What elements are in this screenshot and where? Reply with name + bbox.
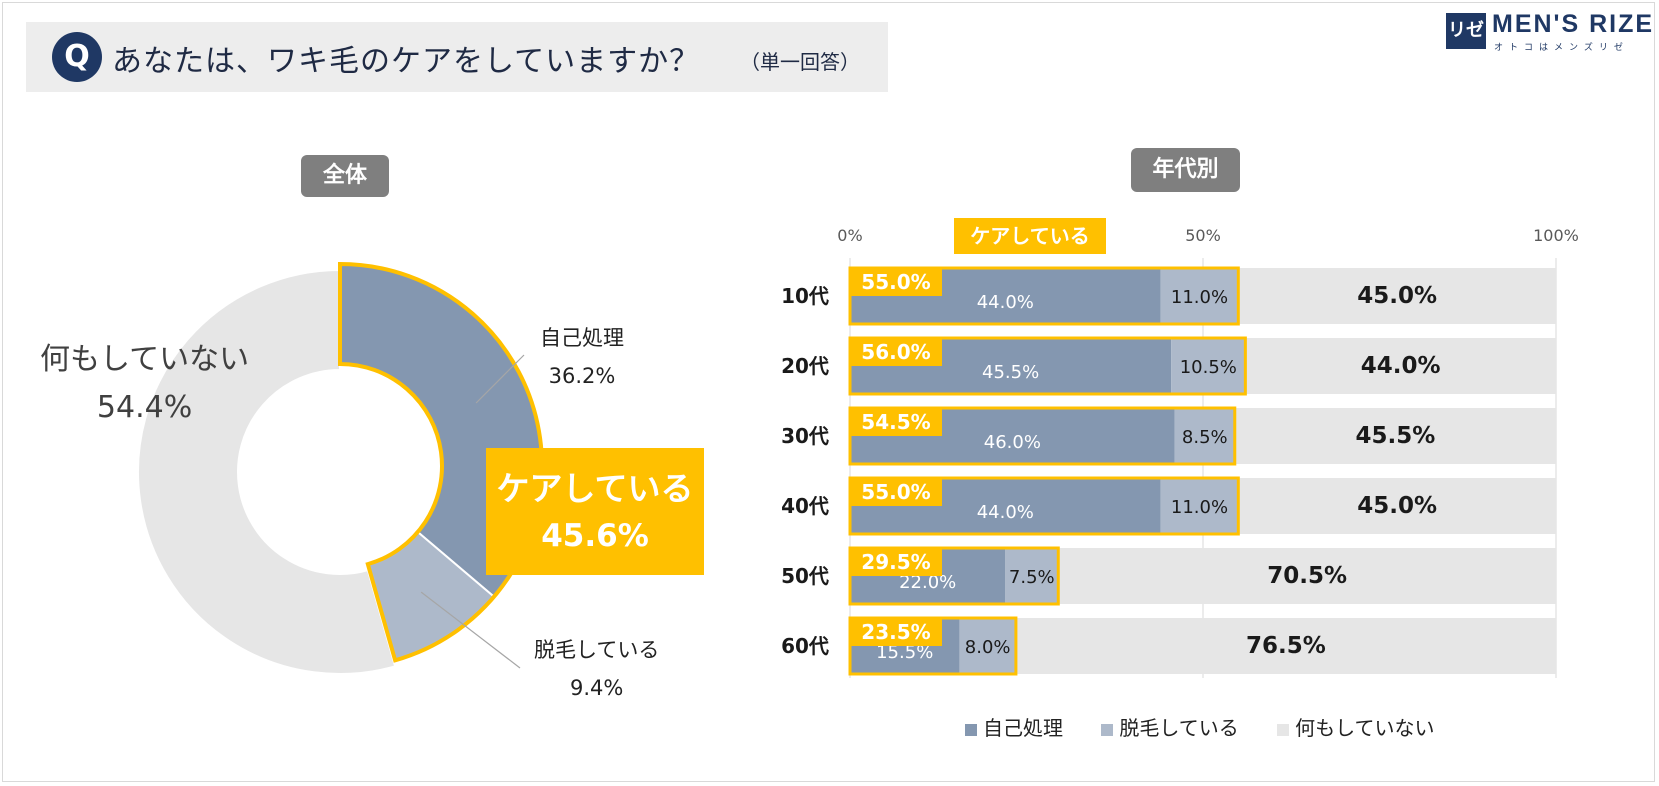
bar-segment-removal-label: 7.5% <box>1009 567 1055 588</box>
bar-segment-self-label: 44.0% <box>977 502 1034 523</box>
bar-segment-nothing <box>1238 268 1556 324</box>
bar-segment-removal <box>1171 338 1246 394</box>
slice-label-removal-value: 9.4% <box>570 676 624 700</box>
legend-label-nothing: 何もしていない <box>1295 716 1435 740</box>
bar-segment-removal-label: 10.5% <box>1180 357 1237 378</box>
overall-heading: 全体 <box>301 155 389 197</box>
slice-label-self-name: 自己処理 <box>540 326 624 350</box>
brand-logo-mark: リゼ <box>1446 13 1486 49</box>
care-total-tag-label: 55.0% <box>861 270 930 294</box>
bar-segment-nothing <box>1245 338 1556 394</box>
legend-item-nothing: 何もしていない <box>1277 712 1435 741</box>
care-total-tag-label: 56.0% <box>861 340 930 364</box>
slice-label-removal: 脱毛している 9.4% <box>534 634 659 700</box>
question-badge: Q <box>52 32 102 82</box>
x-tick-label: 100% <box>1533 226 1579 245</box>
bar-segment-nothing-label: 45.5% <box>1355 423 1435 449</box>
slice-label-nothing-value: 54.4% <box>96 390 193 425</box>
slice-label-self-value: 36.2% <box>548 364 616 388</box>
donut-care-outline <box>338 261 544 663</box>
legend-label-self: 自己処理 <box>983 716 1063 740</box>
legend-item-self: 自己処理 <box>965 712 1063 741</box>
legend-label-removal: 脱毛している <box>1119 716 1239 740</box>
age-heading: 年代別 <box>1131 148 1240 192</box>
bar-segment-nothing-label: 45.0% <box>1357 493 1437 519</box>
legend-swatch-removal <box>1101 723 1114 736</box>
bar-segment-nothing-label: 76.5% <box>1246 633 1326 659</box>
slice-label-nothing: 何もしていない 54.4% <box>40 334 249 425</box>
y-category-label: 60代 <box>781 634 829 658</box>
care-header-label: ケアしている <box>970 224 1089 248</box>
bar-segment-nothing-label: 70.5% <box>1267 563 1347 589</box>
care-total-label: ケアしている <box>496 469 694 508</box>
y-category-label: 10代 <box>781 284 829 308</box>
bar-segment-nothing <box>1234 408 1556 464</box>
care-total-tag <box>850 548 942 576</box>
bar-segment-removal <box>1160 268 1239 324</box>
leader-line-removal <box>420 591 521 669</box>
care-total-value: 45.6% <box>541 518 649 554</box>
bar-segment-self-label: 46.0% <box>984 432 1041 453</box>
care-header-box <box>954 218 1106 254</box>
y-category-label: 30代 <box>781 424 829 448</box>
bar-segment-self-label: 22.0% <box>899 572 956 593</box>
slice-label-self: 自己処理 36.2% <box>540 322 624 388</box>
bar-segment-removal-label: 11.0% <box>1171 287 1228 308</box>
slice-label-nothing-name: 何もしていない <box>40 342 250 377</box>
bar-segment-nothing <box>1058 548 1556 604</box>
care-total-tag <box>850 618 942 646</box>
question-text: あなたは、ワキ毛のケアをしていますか？ <box>112 44 701 79</box>
legend-swatch-self <box>965 723 977 736</box>
care-total-tag-label: 29.5% <box>861 550 930 574</box>
x-tick-label: 50% <box>1185 226 1221 245</box>
bar-segment-self-label: 15.5% <box>876 642 933 663</box>
care-total-tag <box>850 478 942 506</box>
leader-line-self <box>475 354 525 404</box>
bar-segment-removal <box>1160 478 1239 534</box>
bar-segment-self-label: 45.5% <box>982 362 1039 383</box>
bar-legend: 自己処理 脱毛している 何もしていない <box>965 712 1467 741</box>
legend-swatch-nothing <box>1277 723 1290 736</box>
care-total-tag <box>850 408 942 436</box>
care-total-tag-label: 54.5% <box>861 410 930 434</box>
bar-segment-self-label: 44.0% <box>977 292 1034 313</box>
y-category-label: 40代 <box>781 494 829 518</box>
bar-segment-removal-label: 8.5% <box>1182 427 1228 448</box>
y-category-label: 20代 <box>781 354 829 378</box>
bar-segment-removal <box>1174 408 1235 464</box>
bar-segment-removal <box>1005 548 1059 604</box>
bar-segment-nothing-label: 44.0% <box>1361 353 1441 379</box>
care-total-tag <box>850 338 942 366</box>
bar-segment-removal <box>959 618 1016 674</box>
brand-tagline: オトコはメンズリゼ <box>1494 43 1629 53</box>
bar-segment-nothing <box>1238 478 1556 534</box>
bar-segment-removal-label: 11.0% <box>1171 497 1228 518</box>
brand-name: MEN'S RIZE <box>1492 10 1655 38</box>
care-total-tag-label: 55.0% <box>861 480 930 504</box>
question-banner <box>26 22 888 92</box>
care-total-callout: ケアしている 45.6% <box>486 448 704 575</box>
legend-item-removal: 脱毛している <box>1101 712 1239 741</box>
question-note: （単一回答） <box>740 50 860 74</box>
bar-segment-nothing <box>1015 618 1556 674</box>
care-total-tag-label: 23.5% <box>861 620 930 644</box>
care-total-tag <box>850 268 942 296</box>
donut-slice-nothing <box>137 268 397 675</box>
y-category-label: 50代 <box>781 564 829 588</box>
bar-segment-removal-label: 8.0% <box>965 637 1011 658</box>
slice-label-removal-name: 脱毛している <box>534 638 660 662</box>
x-tick-label: 0% <box>837 226 862 245</box>
bar-segment-nothing-label: 45.0% <box>1357 283 1437 309</box>
